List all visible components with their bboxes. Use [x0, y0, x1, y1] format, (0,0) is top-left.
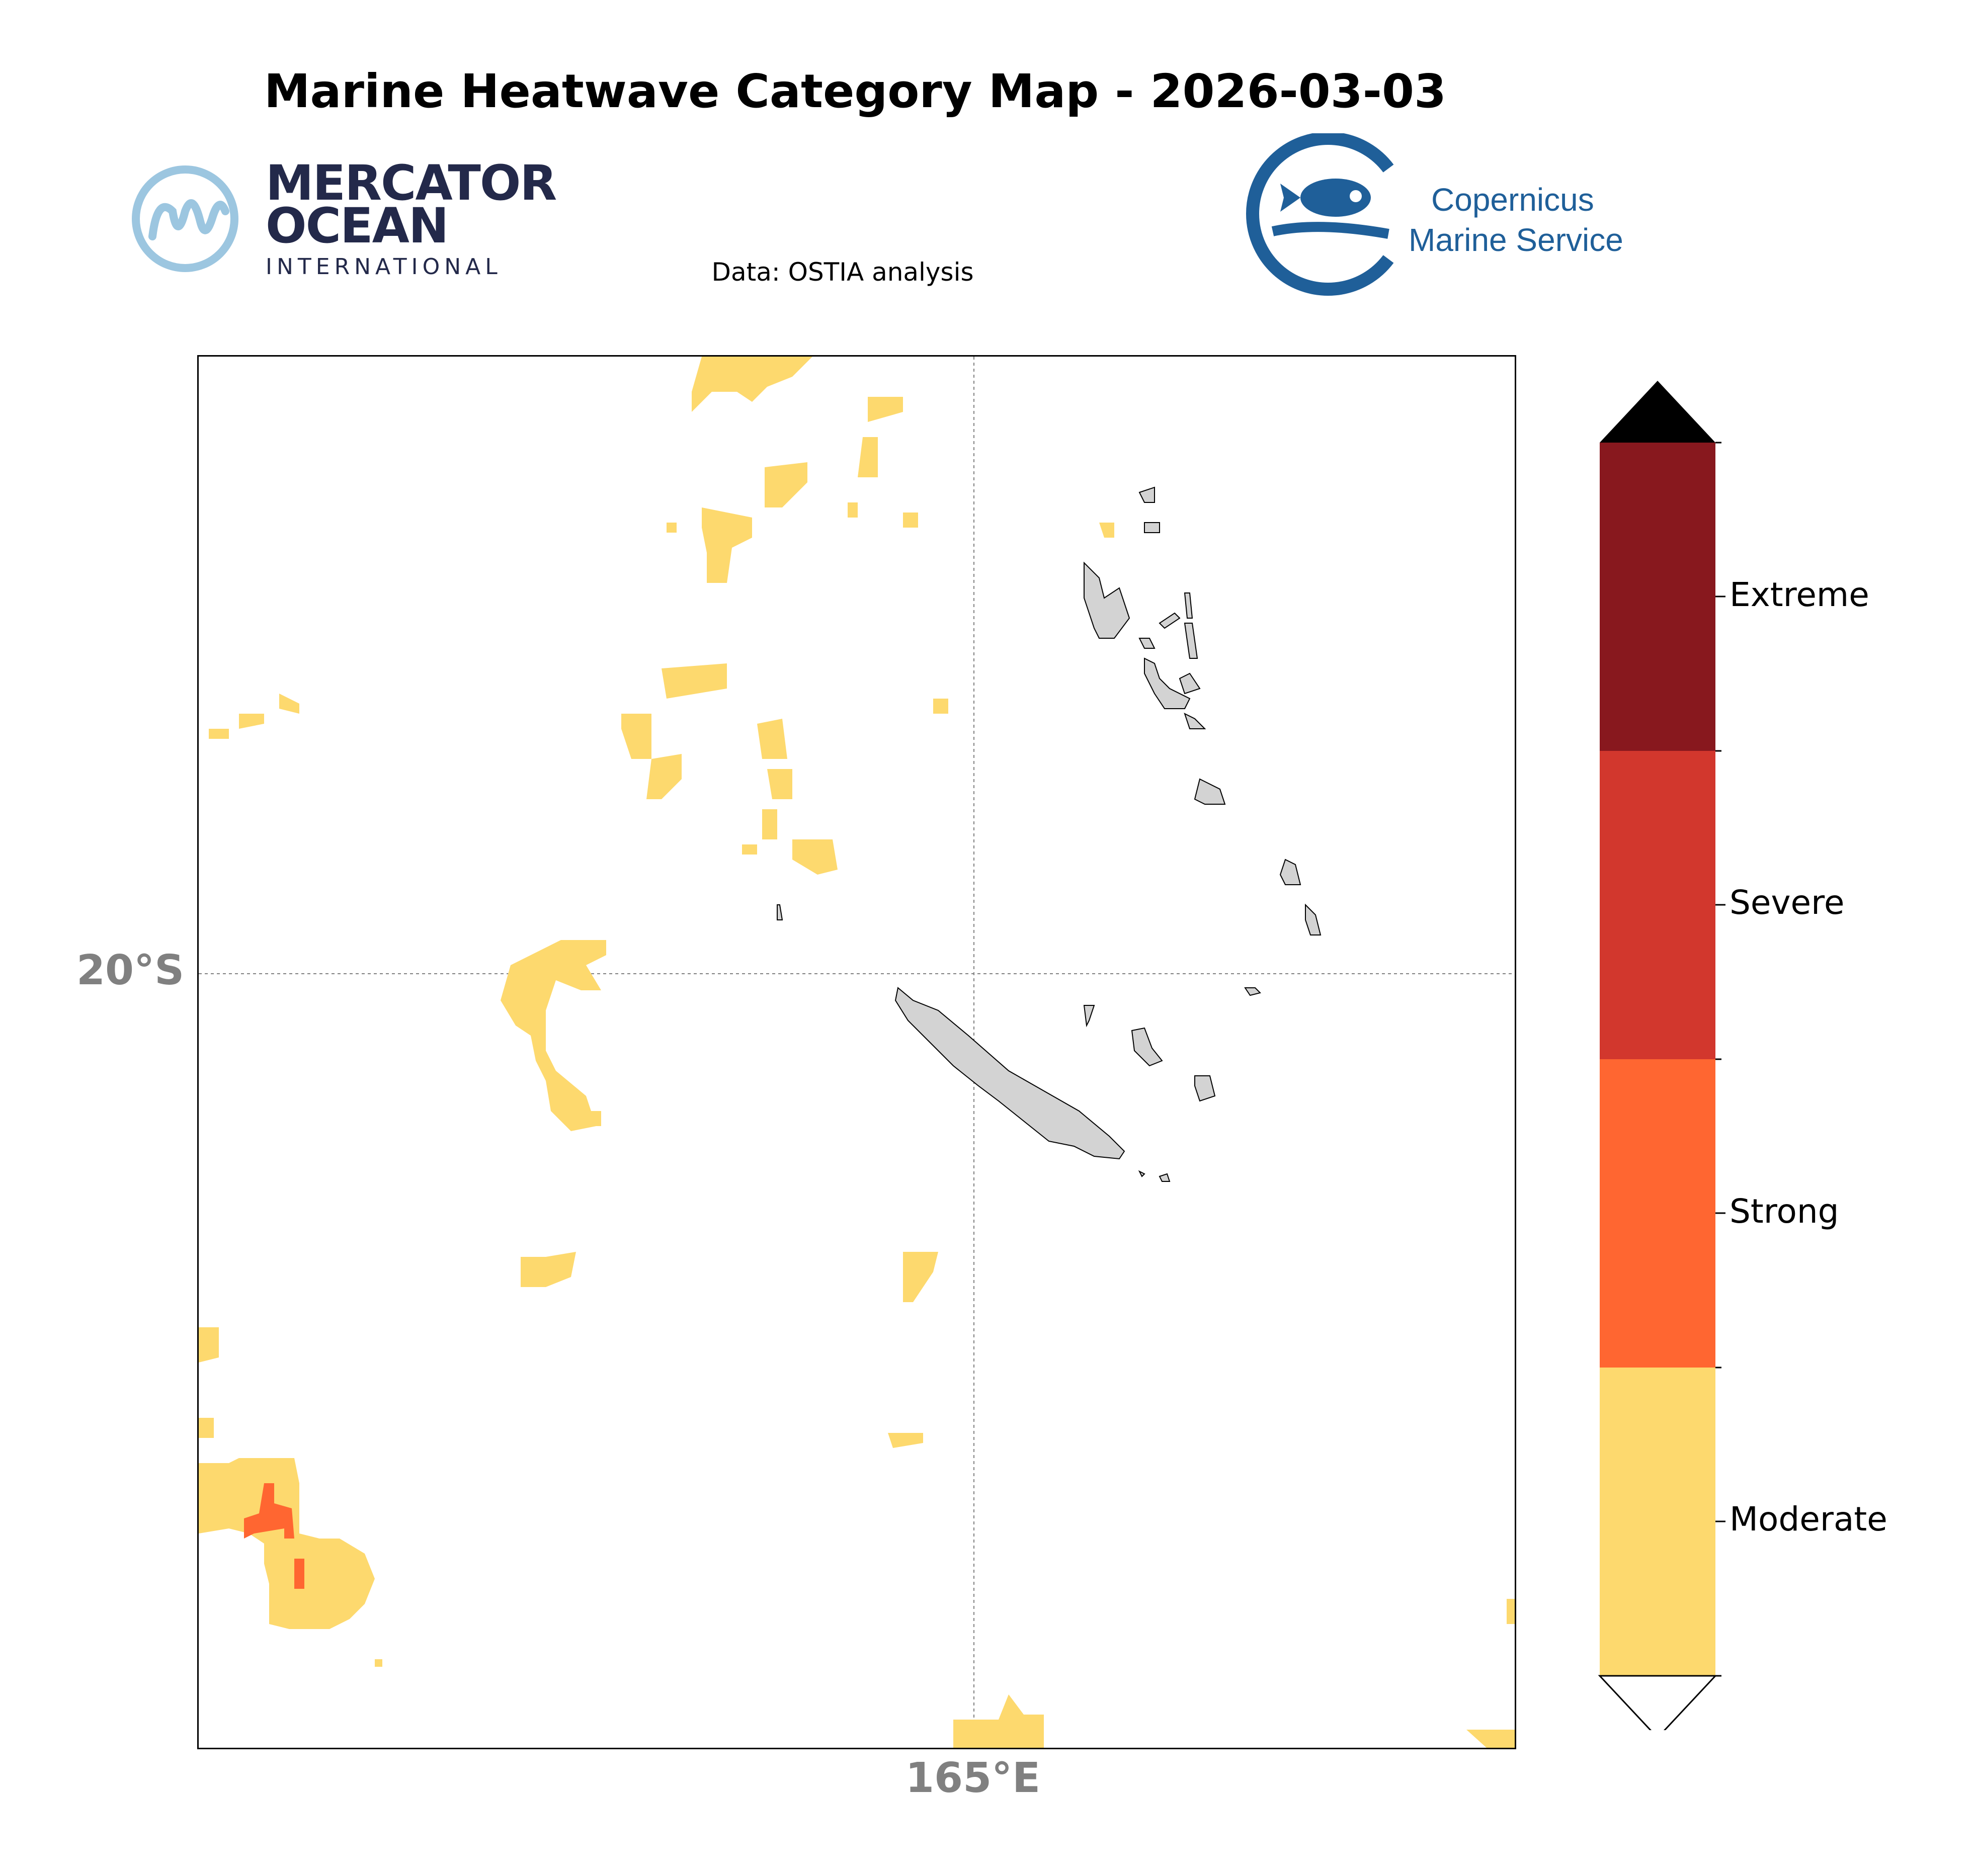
island [1194, 778, 1226, 805]
island [1083, 1005, 1095, 1028]
moderate-patch [848, 502, 858, 518]
moderate-patch [621, 714, 651, 759]
moderate-patch [868, 397, 903, 422]
island [1179, 672, 1201, 695]
new-caledonia-island [894, 987, 1125, 1160]
island [1138, 1170, 1145, 1177]
moderate-patch [767, 769, 792, 799]
heatwave-map [199, 357, 1515, 1748]
colorbar-label-extreme: Extreme [1730, 575, 1869, 614]
island [1305, 903, 1322, 935]
moderate-patch [199, 1418, 214, 1438]
mercator-line2: OCEAN [266, 198, 449, 254]
copernicus-logo: Copernicus Marine Service [1243, 133, 1645, 299]
mercator-line1: MERCATOR [266, 155, 557, 211]
colorbar-extend-min [1598, 1675, 1717, 1730]
moderate-patch [199, 1327, 219, 1362]
lon-label: 165°E [905, 1754, 1041, 1802]
moderate-patch [646, 754, 682, 799]
moderate-patch [765, 462, 807, 507]
copernicus-line1: Copernicus [1431, 182, 1594, 218]
colorbar-label-strong: Strong [1730, 1192, 1839, 1231]
page-title: Marine Heatwave Category Map - 2026-03-0… [264, 64, 1446, 118]
colorbar [1598, 381, 1725, 1730]
colorbar-moderate [1600, 1368, 1715, 1676]
island [1084, 561, 1130, 639]
moderate-patch [742, 844, 757, 855]
moderate-patch [662, 663, 727, 699]
moderate-patch [199, 1458, 375, 1629]
moderate-patch [757, 719, 787, 759]
island [1144, 522, 1160, 533]
moderate-patch [792, 839, 838, 875]
island [1184, 623, 1198, 659]
moderate-patch [903, 1252, 938, 1302]
moderate-areas [199, 357, 1515, 1748]
moderate-patch [591, 1111, 601, 1126]
mercator-ocean-logo: MERCATOR OCEAN INTERNATIONAL [130, 151, 557, 292]
island [1138, 638, 1156, 649]
colorbar-extreme [1600, 443, 1715, 751]
island [1279, 859, 1301, 885]
island [1184, 713, 1206, 729]
lat-label: 20°S [76, 947, 185, 994]
strong-areas [244, 1483, 304, 1589]
moderate-patch [903, 513, 918, 528]
island [1159, 1173, 1171, 1182]
moderate-patch [1507, 1599, 1515, 1624]
copernicus-line2: Marine Service [1409, 222, 1623, 258]
colorbar-label-moderate: Moderate [1730, 1500, 1887, 1539]
moderate-patch [501, 940, 606, 1131]
land-areas [777, 486, 1322, 1182]
data-source: Data: OSTIA analysis [711, 258, 974, 287]
moderate-patch [375, 1659, 382, 1667]
moderate-patch [888, 1433, 923, 1448]
mercator-mark-icon [132, 165, 238, 272]
moderate-patch [667, 523, 677, 533]
colorbar-extend-max [1600, 381, 1715, 443]
map-panel [197, 355, 1516, 1749]
moderate-patch [953, 1694, 1044, 1748]
island [1131, 1027, 1163, 1067]
island [777, 904, 783, 920]
moderate-patch [239, 714, 264, 729]
moderate-patch [762, 809, 777, 839]
moderate-patch [692, 357, 812, 412]
colorbar-severe [1600, 751, 1715, 1059]
island [1138, 486, 1155, 503]
moderate-patch [858, 437, 878, 477]
moderate-patch [933, 699, 948, 714]
island [1159, 612, 1181, 629]
moderate-patch [521, 1252, 576, 1287]
moderate-patch [279, 694, 299, 714]
island [1244, 987, 1261, 996]
moderate-patch [1466, 1730, 1515, 1748]
colorbar-strong [1600, 1059, 1715, 1368]
island [1194, 1075, 1216, 1102]
strong-patch [244, 1483, 294, 1539]
copernicus-fish-icon [1246, 133, 1394, 296]
island [1184, 592, 1193, 619]
moderate-patch [702, 507, 752, 583]
moderate-patch [1099, 523, 1114, 538]
moderate-patch [209, 729, 229, 739]
mercator-line3: INTERNATIONAL [266, 254, 502, 280]
colorbar-label-severe: Severe [1730, 883, 1845, 922]
strong-patch [294, 1559, 304, 1589]
island [1144, 657, 1191, 709]
